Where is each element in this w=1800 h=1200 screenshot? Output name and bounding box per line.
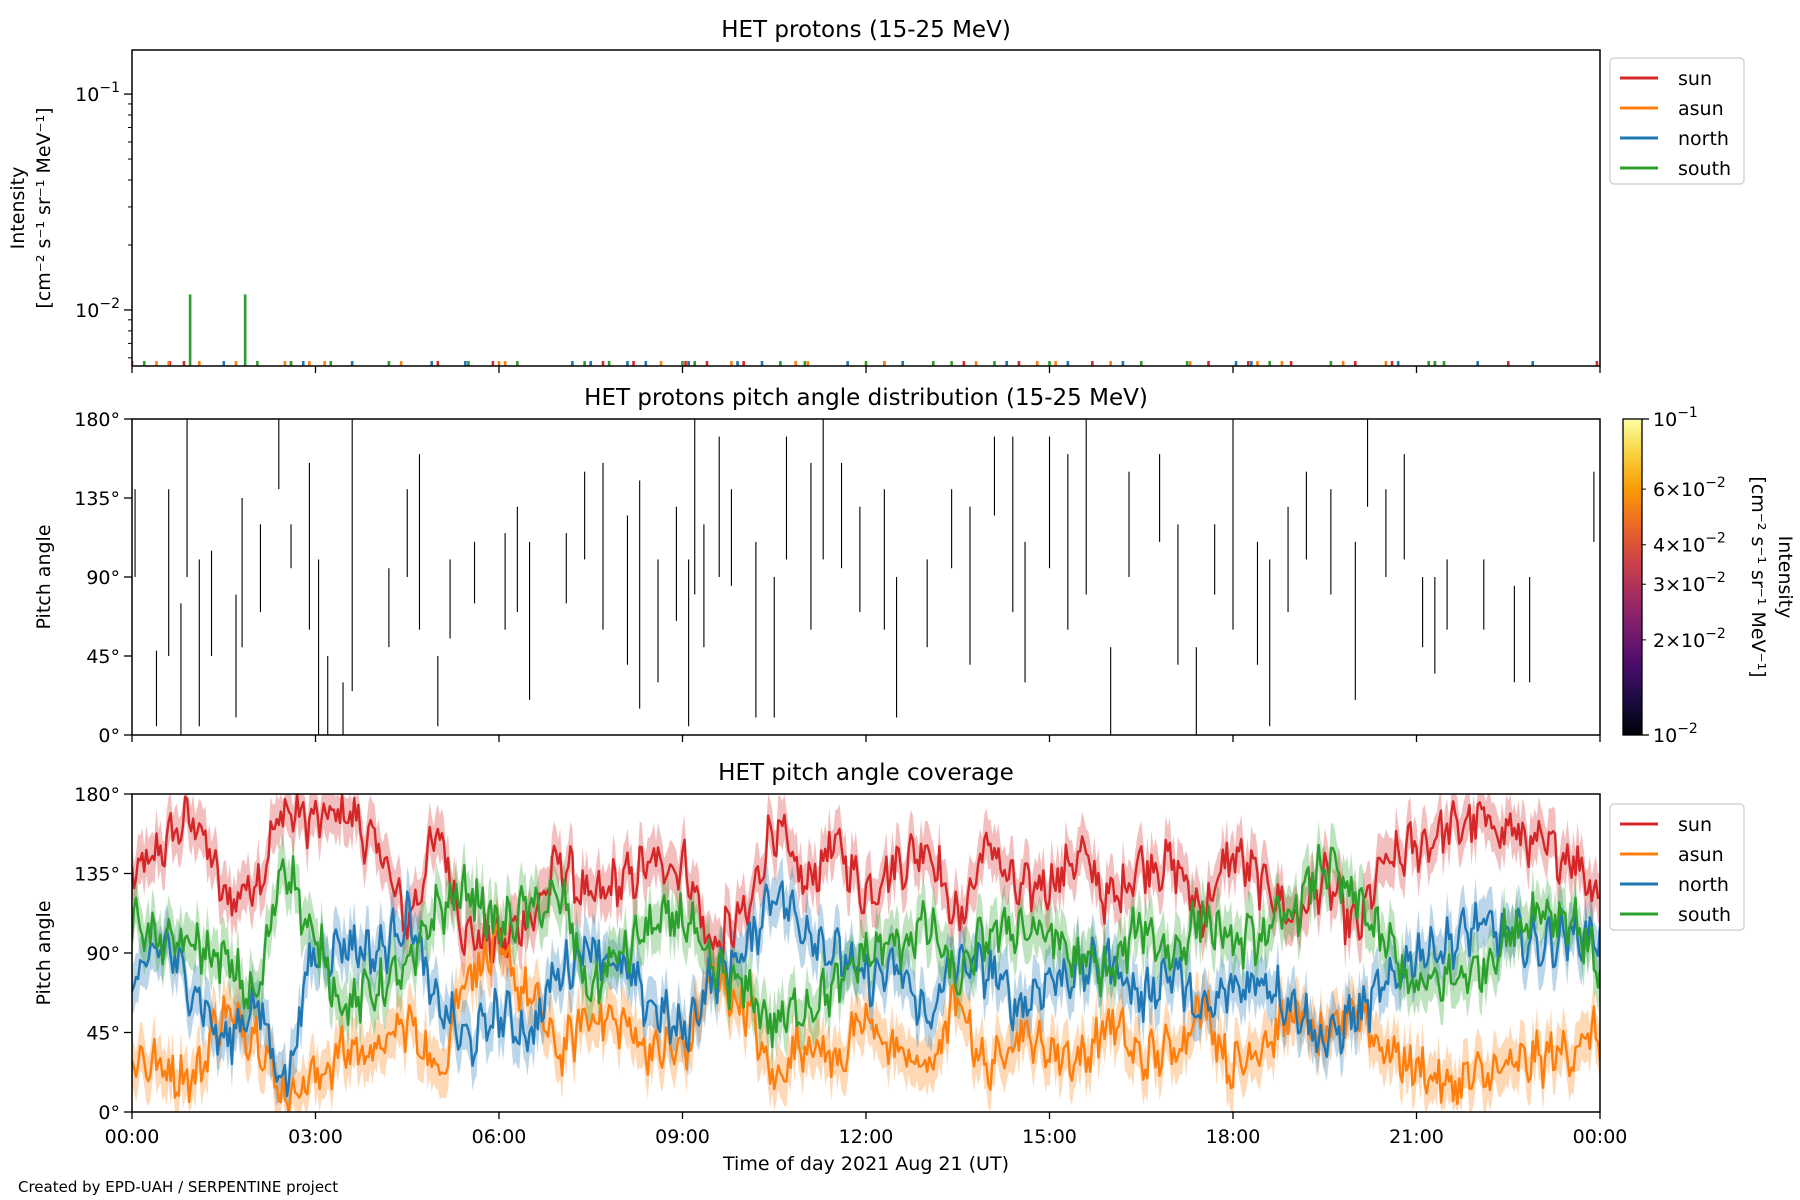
panel1-spikes	[132, 294, 1599, 366]
legend-label-sun: sun	[1678, 814, 1712, 836]
colorbar-tick-label: 3×10−2	[1653, 570, 1726, 596]
panel-pitch-distribution: HET protons pitch angle distribution (15…	[33, 385, 1796, 747]
panel1-title: HET protons (15-25 MeV)	[721, 17, 1011, 43]
y-tick-label: 135°	[74, 864, 120, 886]
y-tick-label: 10−1	[75, 80, 120, 106]
y-tick-label: 0°	[98, 1102, 120, 1124]
x-tick-label: 18:00	[1206, 1126, 1261, 1148]
band-north	[132, 856, 1600, 1112]
series-line-south	[132, 843, 1600, 1049]
x-tick-label: 00:00	[1573, 1126, 1628, 1148]
y-tick-label: 135°	[74, 488, 120, 510]
legend-label-south: south	[1678, 904, 1731, 926]
legend-label-north: north	[1678, 874, 1729, 896]
panel-pitch-coverage: HET pitch angle coverage 0° 45° 90° 135° 180…	[33, 760, 1745, 1175]
x-tick-label: 06:00	[472, 1126, 527, 1148]
panel2-xticks	[131, 735, 1601, 742]
colorbar-label-line2: [cm⁻² s⁻¹ sr⁻¹ MeV⁻¹]	[1747, 476, 1769, 677]
y-tick-label: 45°	[86, 646, 120, 668]
panel1-legend: sun asun north south	[1609, 57, 1745, 185]
panel1-yticks: 10−1 10−2	[75, 80, 132, 359]
panel1-xticks	[131, 366, 1601, 373]
colorbar-tick-label: 10−1	[1653, 405, 1698, 431]
legend-label-asun: asun	[1678, 844, 1724, 866]
x-tick-label: 00:00	[105, 1126, 160, 1148]
panel3-title: HET pitch angle coverage	[718, 760, 1014, 786]
colorbar: 10−1 10−2 6×10−2 4×10−2 3×10−2 2×10−2 Intensit…	[1622, 405, 1796, 747]
x-tick-label: 09:00	[655, 1126, 710, 1148]
panel2-title: HET protons pitch angle distribution (15…	[584, 385, 1148, 411]
colorbar-tick-label: 6×10−2	[1653, 475, 1726, 501]
panel3-legend: sun asun north south	[1609, 803, 1745, 931]
colorbar-tick-label: 4×10−2	[1653, 531, 1726, 557]
y-tick-label: 90°	[86, 943, 120, 965]
y-tick-label: 10−2	[75, 296, 120, 322]
x-axis-label: Time of day 2021 Aug 21 (UT)	[722, 1153, 1009, 1175]
legend-label-asun: asun	[1678, 98, 1724, 120]
panel1-ylabel-line2: [cm⁻² s⁻¹ sr⁻¹ MeV⁻¹]	[33, 107, 55, 308]
x-tick-label: 03:00	[288, 1126, 343, 1148]
panel3-yticks: 0° 45° 90° 135° 180°	[74, 784, 132, 1124]
series-line-north	[132, 880, 1600, 1098]
x-tick-label: 15:00	[1022, 1126, 1077, 1148]
x-tick-label: 12:00	[839, 1126, 894, 1148]
panel2-segments	[134, 419, 1595, 735]
panel1-frame	[131, 49, 1601, 367]
panel3-xticks: 00:00 03:00 06:00 09:00 12:00 15:00 18:00 21:00…	[105, 1112, 1628, 1148]
panel2-yticks: 0° 45° 90° 135° 180°	[74, 409, 132, 747]
y-tick-label: 45°	[86, 1023, 120, 1045]
x-tick-label: 21:00	[1389, 1126, 1444, 1148]
colorbar-tick-label: 2×10−2	[1653, 626, 1726, 652]
panel2-ylabel: Pitch angle	[33, 524, 55, 629]
colorbar-tick-label: 10−2	[1653, 721, 1698, 747]
y-tick-label: 90°	[86, 567, 120, 589]
y-tick-label: 180°	[74, 409, 120, 431]
colorbar-label-line1: Intensity	[1774, 536, 1796, 619]
panel3-series	[132, 794, 1600, 1112]
panel1-ylabel-line1: Intensity	[7, 167, 29, 250]
legend-box	[1609, 57, 1745, 185]
panel-intensity: HET protons (15-25 MeV) 10−1 10−2 Intensi…	[7, 17, 1745, 373]
panel3-ylabel: Pitch angle	[33, 900, 55, 1005]
legend-label-sun: sun	[1678, 68, 1712, 90]
legend-label-south: south	[1678, 158, 1731, 180]
footer-credit: Created by EPD-UAH / SERPENTINE project	[18, 1178, 338, 1196]
y-tick-label: 180°	[74, 784, 120, 806]
legend-label-north: north	[1678, 128, 1729, 150]
legend-box	[1609, 803, 1745, 931]
y-tick-label: 0°	[98, 725, 120, 747]
colorbar-gradient	[1622, 418, 1643, 736]
